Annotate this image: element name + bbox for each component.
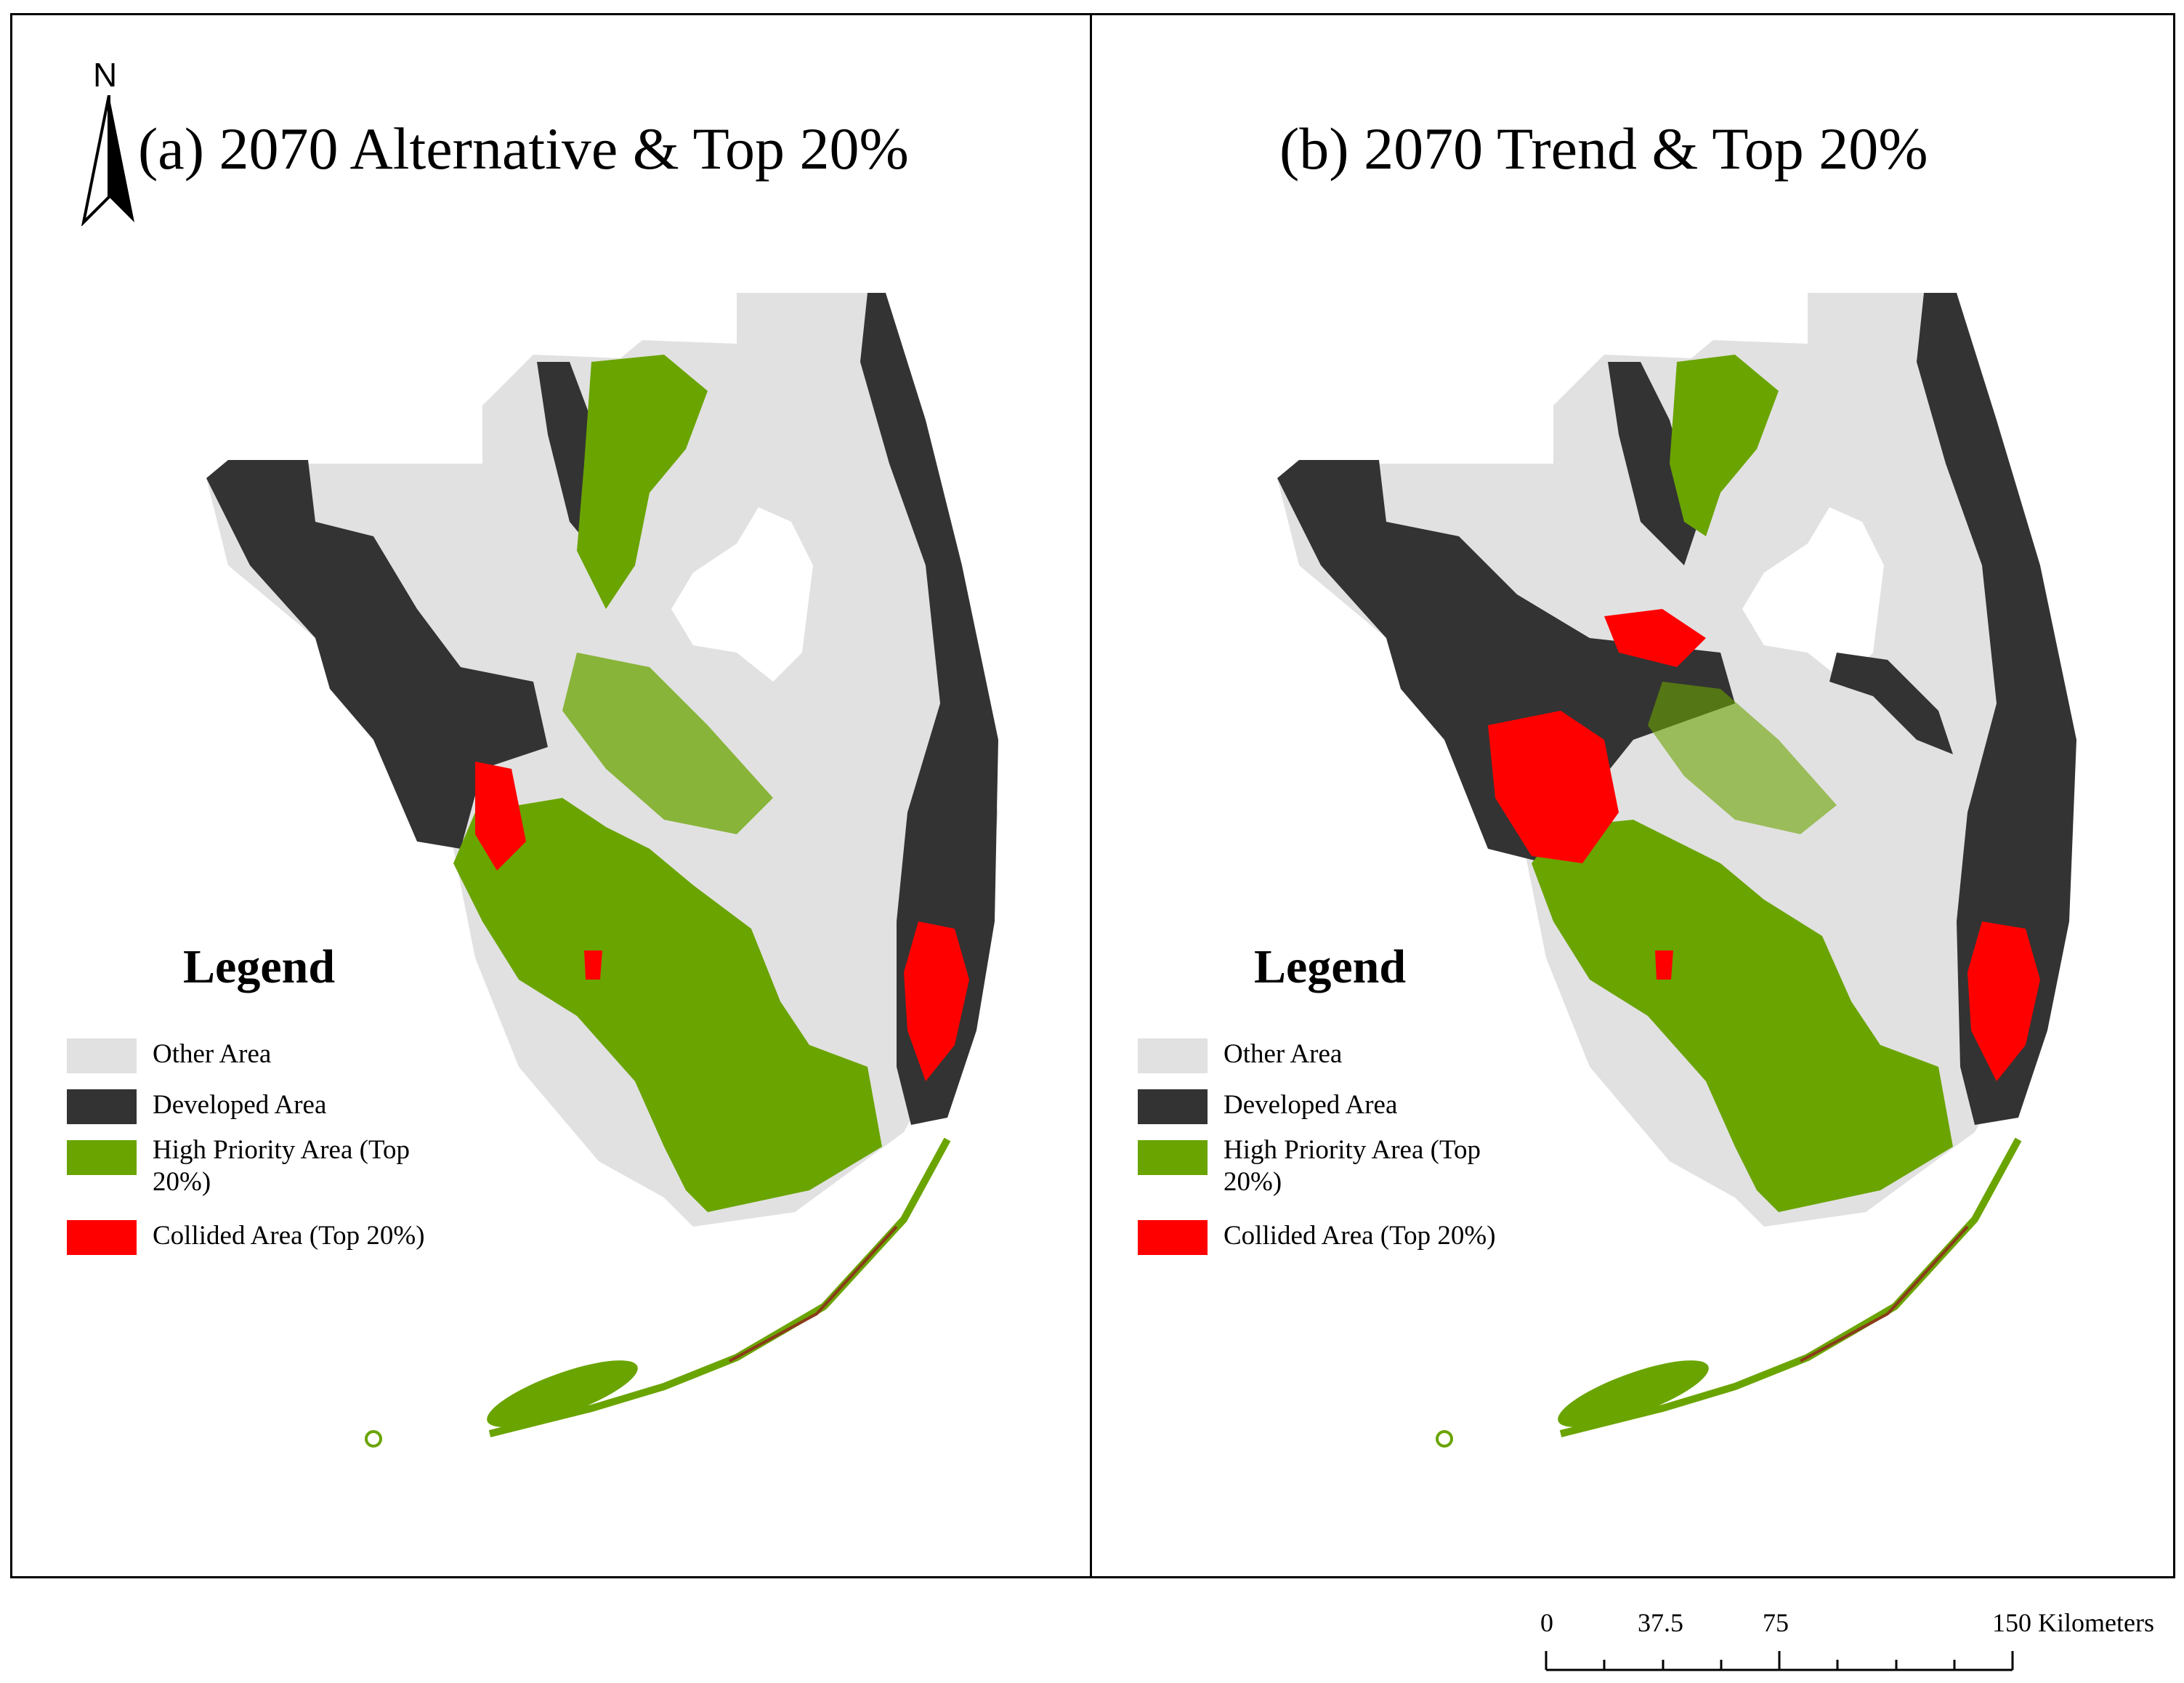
legend-label-collided: Collided Area (Top 20%) [1224, 1221, 1496, 1251]
legend-label-priority-line2: 20%) [1224, 1167, 1282, 1197]
legend-a: Legend Other Area Developed Area High Pr… [67, 940, 425, 1271]
legend-title: Legend [183, 940, 336, 993]
collided-area-southwest [1488, 711, 1619, 863]
legend-item-priority: High Priority Area (Top 20%) [67, 1135, 410, 1220]
lake-okeechobee [671, 507, 813, 682]
collided-area-naples [584, 951, 602, 980]
legend-label-developed: Developed Area [153, 1090, 327, 1120]
map-layers [1277, 293, 2076, 1448]
panel-a: N (a) 2070 Alternative & Top 20% Legend … [10, 13, 1090, 1578]
lower-keys [487, 1360, 638, 1427]
developed-area-east-coast [860, 293, 998, 1125]
developed-area-east-coast [1917, 293, 2076, 1125]
lake-okeechobee [1742, 507, 1884, 682]
collided-area-north [1604, 609, 1706, 667]
legend-label-collided: Collided Area (Top 20%) [153, 1221, 425, 1251]
legend-title: Legend [1254, 940, 1407, 993]
high-priority-everglades [453, 798, 882, 1212]
collided-area-naples [1655, 951, 1673, 980]
panel-title-b: (b) 2070 Trend & Top 20% [1279, 116, 1928, 182]
legend-swatch-collided [67, 1220, 137, 1255]
legend-b: Legend Other Area Developed Area High Pr… [1138, 940, 1496, 1271]
legend-item-developed: Developed Area [1138, 1089, 1406, 1140]
panel-b: (b) 2070 Trend & Top 20% Legend Other Ar… [1092, 13, 2175, 1578]
high-priority-everglades [1532, 820, 1953, 1212]
legend-label-priority-line1: High Priority Area (Top [1224, 1135, 1481, 1165]
legend-swatch-other [67, 1038, 137, 1073]
legend-swatch-collided [1138, 1220, 1208, 1255]
legend-item-other: Other Area [1138, 1038, 1406, 1089]
developed-area-west-coast [1277, 460, 1735, 863]
florida-map-b [1277, 293, 2076, 1448]
legend-item-priority: High Priority Area (Top 20%) [1138, 1135, 1481, 1220]
developed-area-lake-corridor [1829, 653, 1953, 754]
florida-keys-developed [1800, 1225, 1969, 1363]
florida-keys-developed [729, 1225, 898, 1363]
scale-label-75: 75 [1763, 1608, 1789, 1637]
scale-label-150: 150 Kilometers [1992, 1608, 2154, 1637]
scale-bar: 0 37.5 75 150 Kilometers [1540, 1607, 2165, 1680]
legend-swatch-developed [67, 1089, 137, 1124]
map-frame [10, 13, 2175, 1578]
dry-tortugas [1436, 1430, 1453, 1448]
legend-label-developed: Developed Area [1224, 1090, 1398, 1120]
legend-swatch-priority [67, 1140, 137, 1175]
legend-label-priority-line1: High Priority Area (Top [153, 1135, 410, 1165]
legend-swatch-developed [1138, 1089, 1208, 1124]
developed-area-west-coast [206, 460, 548, 849]
legend-label-other: Other Area [1224, 1039, 1343, 1069]
legend-item-other: Other Area [67, 1038, 335, 1089]
legend-swatch-priority [1138, 1140, 1208, 1175]
florida-map-a [206, 293, 998, 1448]
legend-item-developed: Developed Area [67, 1089, 335, 1140]
legend-label-priority: High Priority Area (Top 20%) [153, 1134, 458, 1198]
dry-tortugas [365, 1430, 382, 1448]
high-priority-interior [577, 355, 708, 609]
collided-area-southeast [1967, 921, 2040, 1081]
legend-item-collided: Collided Area (Top 20%) [67, 1220, 425, 1271]
high-priority-central [1648, 682, 1837, 834]
scale-label-37-5: 37.5 [1638, 1608, 1683, 1637]
panel-title-a: (a) 2070 Alternative & Top 20% [138, 116, 909, 182]
high-priority-central [562, 653, 773, 834]
legend-item-collided: Collided Area (Top 20%) [1138, 1220, 1496, 1271]
legend-label-priority-line2: 20%) [153, 1167, 211, 1197]
legend-swatch-other [1138, 1038, 1208, 1073]
developed-area-north [1608, 362, 1699, 565]
high-priority-interior [1670, 355, 1779, 536]
legend-label-priority: High Priority Area (Top 20%) [1224, 1134, 1529, 1198]
north-label: N [93, 56, 118, 94]
collided-area-southwest [475, 762, 526, 871]
scale-bar-graphic [1545, 1651, 2014, 1671]
collided-area-southeast [904, 921, 969, 1081]
lower-keys [1558, 1360, 1709, 1427]
scale-label-0: 0 [1540, 1608, 1553, 1637]
north-arrow-icon [81, 95, 134, 226]
panel-divider [1090, 13, 1092, 1578]
legend-label-other: Other Area [153, 1039, 272, 1069]
map-layers [206, 293, 998, 1448]
